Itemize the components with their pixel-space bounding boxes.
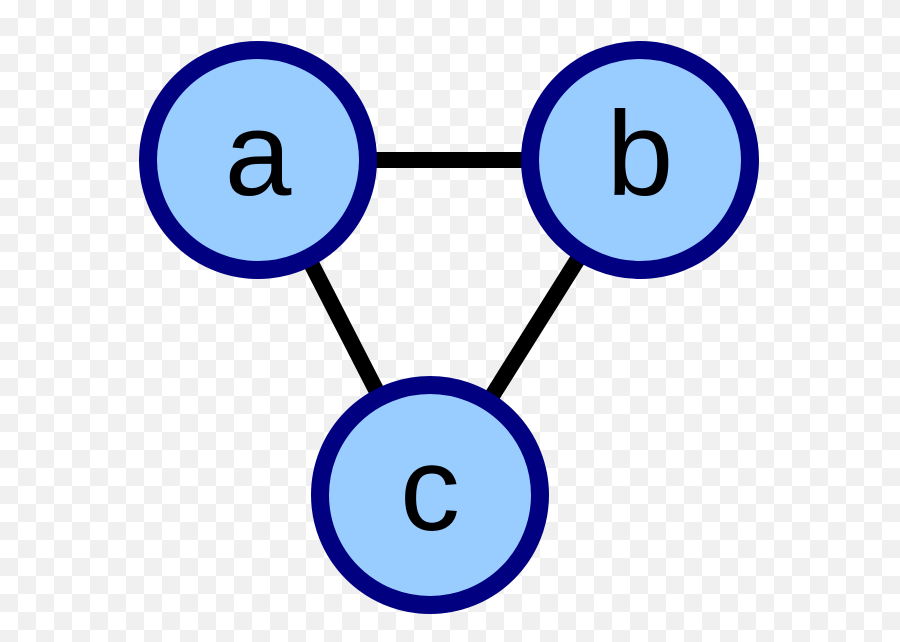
- node-c: c: [320, 385, 540, 605]
- node-label-c: c: [400, 422, 460, 556]
- node-label-b: b: [607, 87, 674, 221]
- node-label-a: a: [225, 87, 292, 221]
- nodes-layer: a b c: [148, 50, 750, 605]
- network-diagram: a b c: [0, 0, 900, 642]
- node-a: a: [148, 50, 368, 270]
- node-b: b: [530, 50, 750, 270]
